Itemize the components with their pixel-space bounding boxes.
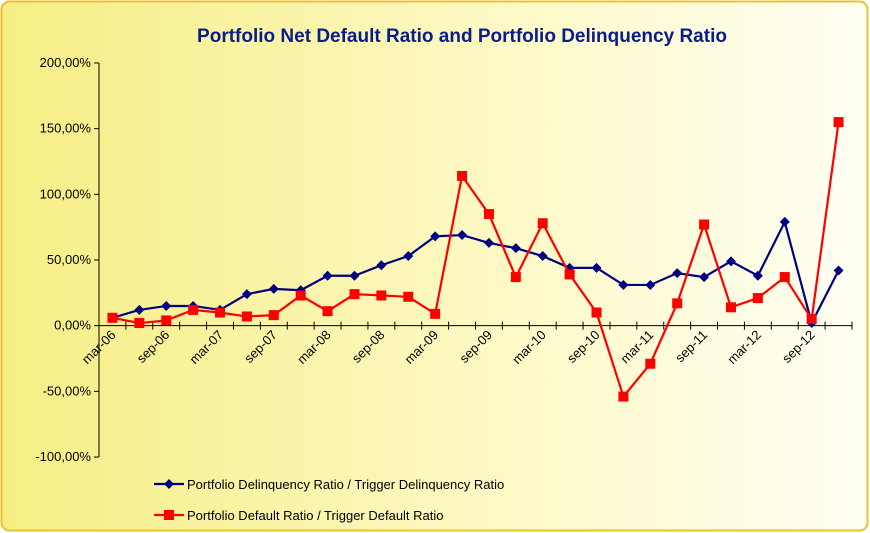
marker [645,279,656,290]
legend-label: Portfolio Default Ratio / Trigger Defaul… [187,508,444,523]
marker [672,268,683,279]
marker [618,279,629,290]
marker [376,290,387,301]
y-tick-label: 200,00% [40,55,92,70]
y-tick-label: 0,00% [54,318,91,333]
marker [161,300,172,311]
marker [483,237,494,248]
series-line [112,121,840,399]
marker [537,251,548,262]
marker [457,230,468,241]
marker [699,219,710,230]
marker [591,307,602,318]
marker [134,318,145,329]
marker [215,307,226,318]
y-tick-label: 50,00% [47,252,92,267]
marker [510,272,521,283]
legend-marker [164,479,174,489]
marker [672,298,683,309]
marker [349,270,360,281]
marker [752,270,763,281]
marker [725,256,736,267]
marker [295,290,306,301]
legend-label: Portfolio Delinquency Ratio / Trigger De… [187,477,504,492]
marker [537,218,548,229]
marker [241,289,252,300]
marker [161,315,172,326]
marker [833,265,844,276]
y-tick-label: 150,00% [40,121,92,136]
marker [699,272,710,283]
legend-marker [164,510,174,520]
marker [376,260,387,271]
y-tick-label: -100,00% [35,449,91,464]
marker [457,170,468,181]
marker [618,391,629,402]
marker [779,272,790,283]
marker [430,308,441,319]
marker [268,283,279,294]
chart-title: Portfolio Net Default Ratio and Portfoli… [197,26,727,47]
marker [403,251,414,262]
marker [833,117,844,128]
marker [645,358,656,369]
marker [752,293,763,304]
marker [430,231,441,242]
marker [779,216,790,227]
marker [510,243,521,254]
marker [322,306,333,317]
marker [134,304,145,315]
y-tick-label: 100,00% [40,186,92,201]
marker [107,312,118,323]
marker [322,270,333,281]
marker [188,304,199,315]
marker [349,289,360,300]
marker [725,302,736,313]
y-tick-label: -50,00% [43,383,92,398]
marker [591,262,602,273]
marker [483,209,494,220]
marker [241,311,252,322]
marker [403,291,414,302]
marker [564,269,575,280]
marker [806,314,817,325]
marker [268,310,279,321]
